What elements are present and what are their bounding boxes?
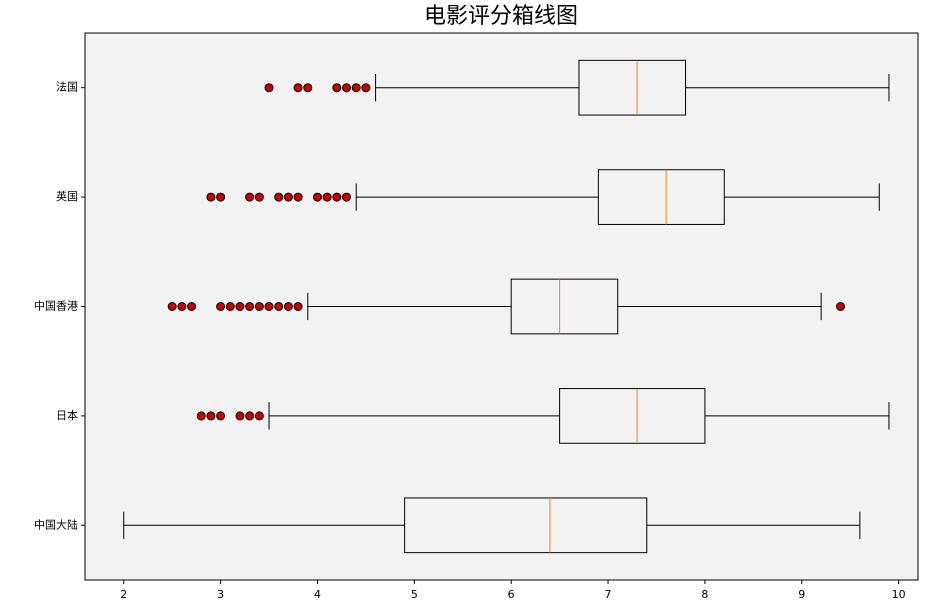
box [404,497,648,554]
flier [254,192,264,202]
flier [264,302,274,311]
flier [264,83,274,93]
flier [361,83,371,93]
x-tick-label: 8 [701,588,708,601]
flier [342,192,352,202]
flier [206,192,216,202]
flier [167,302,177,311]
box [559,388,706,444]
box [510,278,619,335]
flier [274,192,284,202]
flier [235,411,245,421]
flier [225,302,235,311]
box [597,169,725,225]
flier [206,411,216,421]
flier [332,83,342,93]
x-tick-label: 7 [605,588,612,601]
y-tick-label: 日本 [56,408,78,422]
flier [322,192,332,202]
box [578,59,687,116]
x-tick-label: 5 [411,588,418,601]
flier [245,411,255,421]
flier [332,192,342,202]
x-tick-label: 10 [892,588,906,601]
chart-title: 电影评分箱线图 [424,4,578,29]
x-tick-label: 4 [314,588,321,601]
x-tick-label: 9 [798,588,805,601]
flier [235,302,245,311]
y-tick-label: 法国 [56,80,78,94]
flier [836,302,846,311]
flier [245,192,255,202]
flier [303,83,313,93]
flier [293,83,303,93]
y-tick-label: 英国 [56,189,78,203]
flier [293,192,303,202]
x-tick-label: 3 [217,588,224,601]
flier [342,83,352,93]
flier [245,302,255,311]
flier [293,302,303,311]
x-tick-label: 2 [120,588,127,601]
y-tick-label: 中国大陆 [34,517,78,531]
flier [196,411,206,421]
flier [274,302,284,311]
flier [216,411,226,421]
flier [254,302,264,311]
flier [312,192,322,202]
flier [283,192,293,202]
flier [177,302,187,311]
flier [283,302,293,311]
flier [254,411,264,421]
x-tick-label: 6 [508,588,515,601]
y-tick-label: 中国香港 [34,300,78,313]
flier [187,302,197,311]
flier [351,83,361,93]
flier [216,302,226,311]
flier [216,192,226,202]
